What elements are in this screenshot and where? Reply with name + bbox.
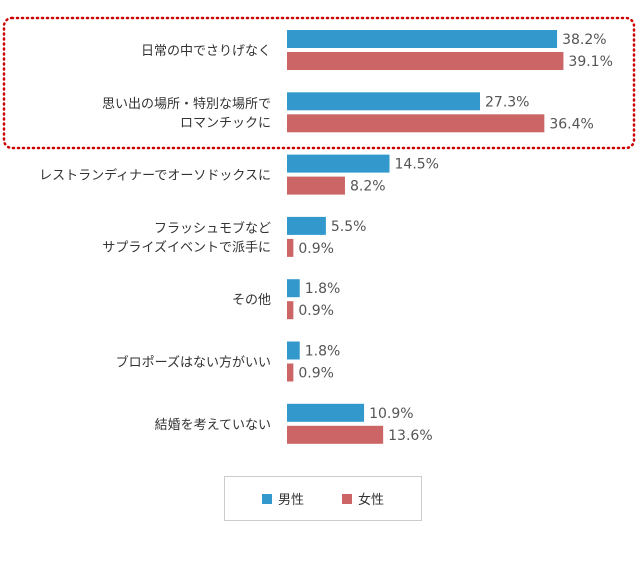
- bar-male: [287, 154, 390, 173]
- value-label-male: 1.8%: [305, 344, 341, 360]
- category-label: 日常の中でさりげなく: [141, 44, 271, 59]
- bar-female: [287, 114, 545, 133]
- category-label: 結婚を考えていない: [155, 418, 271, 433]
- category-label: 思い出の場所・特別な場所で: [102, 97, 271, 112]
- legend-swatch-female: [342, 493, 352, 504]
- value-label-female: 0.9%: [298, 241, 334, 257]
- bar-female: [287, 52, 564, 70]
- value-label-male: 5.5%: [331, 219, 367, 235]
- highlight-box: [2, 16, 636, 150]
- bar-male: [287, 403, 365, 422]
- bar-male: [287, 279, 300, 298]
- category-label: サプライズイベントで派手に: [102, 239, 271, 255]
- bar-female: [287, 425, 384, 444]
- value-label-female: 0.9%: [298, 366, 334, 382]
- value-label-female: 36.4%: [549, 116, 593, 132]
- bar-male: [287, 216, 326, 235]
- value-label-female: 0.9%: [298, 303, 334, 319]
- value-label-female: 8.2%: [350, 179, 386, 195]
- legend: 男性 女性: [224, 476, 422, 521]
- value-label-male: 38.2%: [562, 32, 606, 48]
- value-label-female: 13.6%: [388, 428, 432, 444]
- bar-male: [287, 341, 300, 360]
- value-label-male: 14.5%: [395, 157, 439, 173]
- bar-male: [287, 30, 558, 48]
- bar-female: [287, 301, 294, 320]
- legend-label-female: 女性: [358, 493, 385, 508]
- bar-female: [287, 238, 294, 257]
- bar-male: [287, 92, 481, 111]
- legend-label-male: 男性: [277, 493, 304, 508]
- value-label-female: 39.1%: [568, 54, 612, 70]
- legend-swatch-male: [261, 493, 272, 504]
- category-label: その他: [232, 293, 271, 308]
- category-label: ロマンチックに: [180, 116, 271, 131]
- category-label: ブロポーズはない方がいい: [116, 355, 271, 371]
- category-label: フラッシュモブなど: [154, 220, 271, 236]
- value-label-male: 10.9%: [369, 406, 413, 422]
- legend-item-female: 女性: [342, 489, 384, 508]
- bar-female: [287, 363, 294, 382]
- category-label: レストランディナーでオーソドックスに: [39, 168, 271, 184]
- value-label-male: 27.3%: [485, 94, 529, 110]
- bar-chart: 日常の中でさりげなく 38.2% 39.1% 思い出の場所・特別な場所でロマンチックに…: [2, 16, 636, 444]
- legend-item-male: 男性: [261, 489, 304, 508]
- bar-female: [287, 176, 345, 195]
- value-label-male: 1.8%: [305, 281, 341, 297]
